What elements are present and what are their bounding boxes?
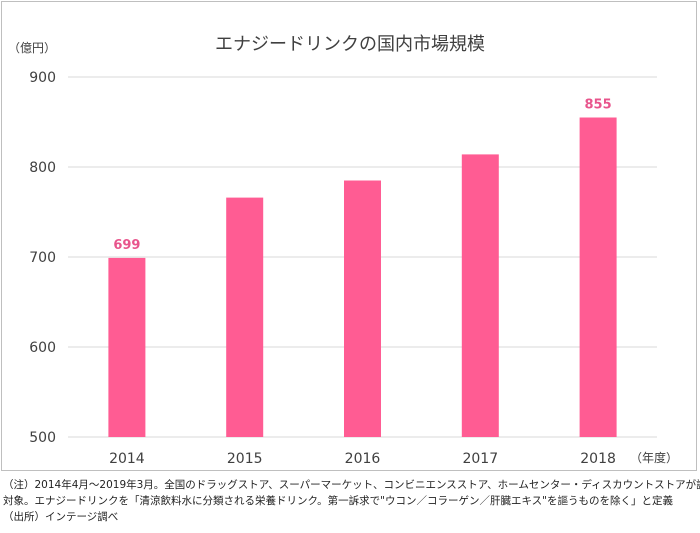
bar-2014 bbox=[108, 258, 145, 437]
x-tick-label: 2017 bbox=[462, 451, 498, 467]
footnote-line: （注）2014年4月～2019年3月。全国のドラッグストア、スーパーマーケット、… bbox=[3, 477, 697, 493]
data-label: 699 bbox=[113, 238, 140, 253]
bar-2015 bbox=[226, 198, 263, 437]
y-tick-label: 800 bbox=[29, 160, 56, 176]
y-tick-labels: 500 600 700 800 900 bbox=[29, 70, 56, 446]
x-tick-label: 2018 bbox=[580, 451, 616, 467]
bar-2018 bbox=[580, 118, 617, 438]
footnote-line: （出所）インテージ調べ bbox=[3, 509, 697, 525]
x-tick-label: 2014 bbox=[109, 451, 145, 467]
chart-title: エナジードリンクの国内市場規模 bbox=[215, 34, 485, 55]
y-tick-label: 500 bbox=[29, 430, 56, 446]
footnotes: （注）2014年4月～2019年3月。全国のドラッグストア、スーパーマーケット、… bbox=[3, 477, 697, 525]
bar-2016 bbox=[344, 181, 381, 438]
y-tick-label: 600 bbox=[29, 340, 56, 356]
y-tick-label: 700 bbox=[29, 250, 56, 266]
x-tick-labels: 2014 2015 2016 2017 2018 bbox=[109, 451, 616, 467]
x-axis-label: （年度） bbox=[630, 450, 678, 465]
bar-2017 bbox=[462, 154, 499, 437]
y-axis-label: （億円） bbox=[8, 41, 56, 55]
x-tick-label: 2016 bbox=[345, 451, 381, 467]
bar-chart: エナジードリンクの国内市場規模 （億円） （年度） 500 600 700 800 90… bbox=[0, 0, 700, 472]
y-tick-label: 900 bbox=[29, 70, 56, 86]
x-tick-label: 2015 bbox=[227, 451, 263, 467]
bars bbox=[108, 118, 616, 438]
footnote-line: 対象。エナジードリンクを「清涼飲料水に分類される栄養ドリンク。第一訴求で"ウコン… bbox=[3, 493, 697, 509]
data-label: 855 bbox=[585, 98, 612, 113]
